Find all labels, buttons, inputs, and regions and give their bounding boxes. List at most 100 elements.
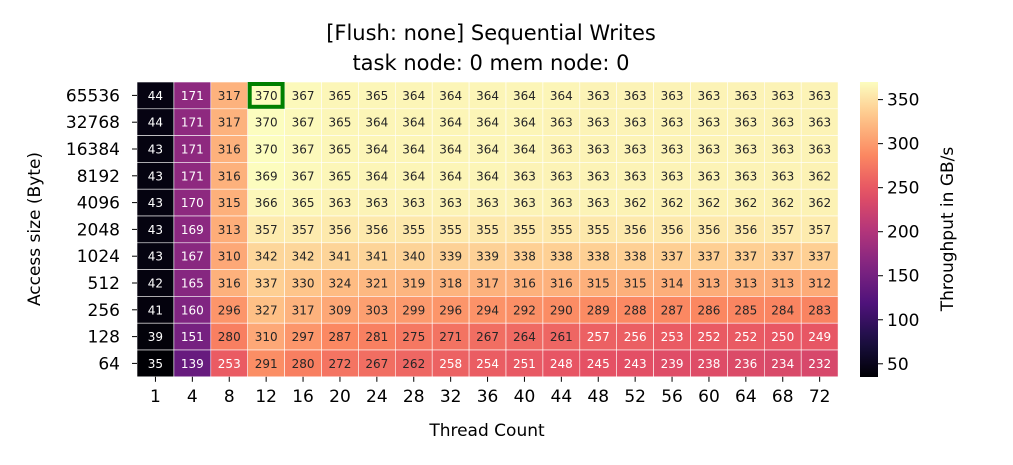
cell-value-label: 357	[771, 223, 794, 237]
heatmap-cell	[431, 349, 470, 378]
cell-value-label: 232	[808, 357, 831, 371]
heatmap-cell	[727, 108, 765, 136]
x-tick-label: 64	[735, 387, 757, 407]
heatmap-cell	[468, 215, 507, 244]
heatmap-cell	[284, 269, 322, 297]
cell-value-label: 39	[148, 330, 163, 344]
cell-value-label: 365	[328, 169, 351, 183]
cell-value-label: 44	[148, 116, 163, 130]
heatmap-cell	[173, 162, 212, 190]
cell-value-label: 364	[476, 89, 499, 103]
heatmap-cell	[431, 269, 470, 297]
cell-value-label: 362	[771, 196, 794, 210]
cell-value-label: 250	[771, 330, 794, 344]
cell-value-label: 363	[513, 169, 536, 183]
cell-value-label: 357	[255, 223, 278, 237]
cell-value-label: 271	[439, 330, 462, 344]
cell-value-label: 316	[218, 143, 241, 157]
heatmap-cell	[763, 162, 802, 190]
cell-value-label: 43	[148, 250, 163, 264]
heatmap-cell	[579, 242, 617, 270]
cell-value-label: 317	[476, 277, 499, 291]
x-tick-label: 24	[366, 387, 388, 407]
heatmap-cell	[542, 108, 581, 136]
cell-value-label: 41	[148, 303, 163, 317]
heatmap-cell	[727, 135, 765, 163]
heatmap-cell	[763, 242, 802, 270]
cell-value-label: 281	[365, 330, 388, 344]
heatmap-cell	[173, 242, 212, 270]
cell-value-label: 363	[439, 196, 462, 210]
cell-value-label: 338	[587, 250, 610, 264]
cell-value-label: 238	[697, 357, 720, 371]
heatmap-cell	[321, 188, 359, 217]
heatmap-cell	[468, 242, 507, 270]
heatmap-cell	[690, 296, 728, 324]
x-tick-label: 20	[329, 387, 351, 407]
cell-value-label: 363	[697, 143, 720, 157]
heatmap-cell	[653, 162, 691, 190]
cell-value-label: 309	[328, 303, 351, 317]
y-tick-label: 64	[98, 354, 120, 374]
heatmap-cell	[247, 215, 285, 244]
heatmap-cell	[690, 322, 728, 351]
colorbar-tick-label: 250	[887, 179, 919, 199]
heatmap-cell	[431, 215, 470, 244]
cell-value-label: 316	[550, 277, 573, 291]
cell-value-label: 363	[771, 169, 794, 183]
heatmap-cells: 44 171 317 370 367 365 365 364 364 364 364 364 363 36…	[136, 81, 839, 378]
cell-value-label: 283	[808, 303, 831, 317]
x-tick-label: 12	[255, 387, 277, 407]
cell-value-label: 249	[808, 330, 831, 344]
cell-value-label: 367	[292, 143, 315, 157]
cell-value-label: 363	[771, 143, 794, 157]
cell-value-label: 342	[292, 250, 315, 264]
heatmap-cell	[394, 108, 433, 136]
cell-value-label: 167	[181, 250, 204, 264]
cell-value-label: 287	[661, 303, 684, 317]
cell-value-label: 341	[365, 250, 388, 264]
cell-value-label: 363	[476, 196, 499, 210]
cell-value-label: 321	[365, 277, 388, 291]
cell-value-label: 356	[697, 223, 720, 237]
heatmap-cell	[247, 296, 285, 324]
cell-value-label: 363	[661, 169, 684, 183]
heatmap-cell	[763, 269, 802, 297]
heatmap-cell	[579, 162, 617, 190]
cell-value-label: 236	[734, 357, 757, 371]
heatmap-cell	[653, 215, 691, 244]
heatmap-cell	[727, 322, 765, 351]
heatmap-cell	[321, 269, 359, 297]
heatmap-cell	[321, 108, 359, 136]
cell-value-label: 362	[697, 196, 720, 210]
heatmap-cell	[358, 135, 396, 163]
heatmap-cell	[542, 135, 581, 163]
cell-value-label: 363	[365, 196, 388, 210]
cell-value-label: 313	[771, 277, 794, 291]
heatmap-cell	[431, 135, 470, 163]
cell-value-label: 362	[808, 169, 831, 183]
heatmap-cell	[358, 349, 396, 378]
cell-value-label: 363	[808, 116, 831, 130]
heatmap-cell	[173, 135, 212, 163]
colorbar-tick-label: 50	[887, 355, 909, 375]
y-axis-label: Access size (Byte)	[25, 152, 45, 306]
colorbar-tick-label: 300	[887, 135, 919, 155]
cell-value-label: 363	[697, 116, 720, 130]
cell-value-label: 338	[550, 250, 573, 264]
cell-value-label: 363	[697, 169, 720, 183]
cell-value-label: 363	[587, 143, 610, 157]
cell-value-label: 35	[148, 357, 163, 371]
x-tick-label: 56	[661, 387, 683, 407]
heatmap-cell	[210, 296, 249, 324]
cell-value-label: 363	[734, 169, 757, 183]
cell-value-label: 342	[255, 250, 278, 264]
cell-value-label: 365	[328, 143, 351, 157]
cell-value-label: 369	[255, 169, 278, 183]
cell-value-label: 296	[439, 303, 462, 317]
heatmap-cell	[542, 349, 581, 378]
heatmap-cell	[247, 108, 285, 136]
heatmap-cell	[321, 242, 359, 270]
cell-value-label: 356	[624, 223, 647, 237]
heatmap-cell	[542, 269, 581, 297]
